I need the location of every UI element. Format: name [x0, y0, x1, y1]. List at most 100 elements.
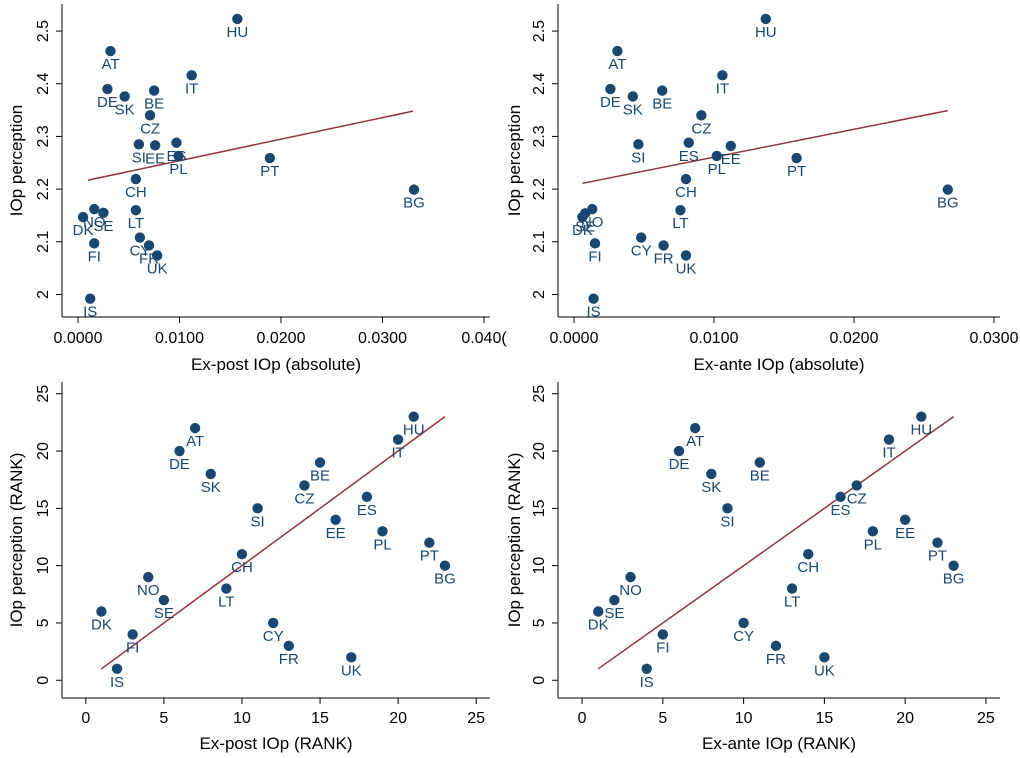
point-label-hu: HU — [403, 422, 425, 439]
data-point-pt — [932, 537, 943, 548]
point-label-si: SI — [631, 149, 645, 166]
point-label-ee: EE — [145, 150, 165, 167]
data-point-cz — [299, 480, 310, 491]
point-label-it: IT — [185, 80, 198, 97]
data-point-lt — [221, 583, 232, 594]
point-label-lt: LT — [218, 594, 234, 611]
point-label-is: IS — [640, 674, 654, 691]
y-tick-label: 2.2 — [531, 178, 548, 200]
data-point-ee — [149, 140, 161, 151]
data-point-uk — [346, 652, 357, 663]
x-tick-label: 15 — [311, 710, 329, 727]
point-label-pt: PT — [928, 548, 947, 565]
data-point-at — [689, 422, 701, 434]
data-point-hu — [408, 411, 419, 422]
point-label-fi: FI — [88, 248, 101, 265]
y-axis-title: IOp perception — [7, 105, 26, 217]
point-label-fr: FR — [654, 250, 674, 267]
data-point-pl — [173, 150, 184, 162]
data-point-pl — [711, 150, 722, 162]
y-tick-label: 2.2 — [35, 178, 52, 200]
x-tick-label: 10 — [233, 710, 251, 727]
x-tick-label: 0.0300 — [358, 330, 407, 347]
data-point-uk — [151, 250, 163, 261]
data-point-sk — [205, 468, 216, 480]
data-point-se — [98, 207, 109, 219]
data-point-lt — [675, 204, 686, 216]
point-label-uk: UK — [676, 260, 697, 277]
y-tick-label: 10 — [531, 557, 548, 575]
data-point-no — [143, 571, 154, 583]
y-tick-label: 5 — [531, 618, 548, 627]
data-point-dk — [577, 211, 588, 223]
data-point-si — [252, 503, 263, 514]
point-label-cz: CZ — [294, 490, 314, 507]
point-label-fi: FI — [126, 639, 139, 656]
x-tick-label: 10 — [735, 710, 753, 727]
data-point-de — [102, 83, 113, 95]
point-label-be: BE — [652, 96, 672, 113]
y-axis-title: IOp perception (RANK) — [7, 453, 26, 628]
point-label-se: SE — [154, 605, 174, 622]
y-tick-label: 2 — [35, 290, 52, 299]
point-label-fi: FI — [588, 248, 601, 265]
data-point-se — [609, 594, 620, 606]
data-point-ch — [130, 173, 142, 185]
point-label-uk: UK — [814, 662, 835, 679]
data-point-cy — [267, 617, 279, 629]
point-label-fr: FR — [279, 651, 299, 668]
data-point-hu — [916, 411, 927, 422]
x-axis-title: Ex-ante IOp (absolute) — [693, 355, 864, 374]
x-tick-label: 25 — [977, 710, 995, 727]
data-point-bg — [408, 184, 420, 195]
point-label-it: IT — [882, 445, 895, 462]
data-point-fi — [657, 629, 669, 640]
data-point-dk — [593, 606, 604, 617]
data-point-fr — [143, 240, 155, 251]
data-point-is — [111, 663, 123, 675]
data-point-pt — [791, 152, 802, 164]
point-label-lt: LT — [784, 594, 800, 611]
point-label-bg: BG — [937, 195, 959, 212]
point-label-sk: SK — [623, 101, 643, 118]
point-label-it: IT — [716, 80, 729, 97]
point-label-se: SE — [604, 605, 624, 622]
data-point-fi — [127, 629, 138, 640]
data-point-sk — [627, 91, 638, 102]
point-label-ee: EE — [895, 525, 915, 542]
point-label-es: ES — [357, 502, 377, 519]
data-point-es — [171, 137, 182, 148]
data-point-cz — [696, 110, 707, 121]
x-tick-label: 0.040( — [461, 330, 507, 347]
point-label-ch: CH — [231, 559, 253, 576]
point-label-cz: CZ — [140, 120, 160, 137]
data-point-uk — [680, 250, 692, 261]
data-point-ch — [803, 548, 814, 560]
point-label-bg: BG — [943, 571, 965, 588]
data-point-it — [186, 70, 197, 81]
point-label-be: BE — [310, 468, 330, 485]
point-label-si: SI — [250, 513, 264, 530]
point-label-is: IS — [110, 674, 124, 691]
data-point-ee — [330, 514, 341, 526]
data-point-is — [84, 293, 96, 304]
x-tick-label: 5 — [159, 710, 168, 727]
data-point-fi — [589, 238, 601, 249]
data-point-pt — [424, 537, 435, 548]
data-point-lt — [130, 204, 142, 216]
x-tick-label: 15 — [815, 710, 833, 727]
y-tick-label: 25 — [531, 385, 548, 403]
point-label-es: ES — [679, 148, 699, 165]
point-label-uk: UK — [341, 662, 362, 679]
point-label-pl: PL — [708, 161, 726, 178]
point-label-pl: PL — [373, 536, 391, 553]
data-point-si — [722, 503, 733, 514]
point-label-cy: CY — [631, 243, 652, 260]
point-label-dk: DK — [588, 617, 609, 634]
y-axis-title: IOp perception (RANK) — [505, 453, 524, 628]
x-tick-label: 5 — [658, 710, 667, 727]
point-label-ch: CH — [797, 559, 819, 576]
point-label-ch: CH — [675, 184, 697, 201]
point-label-pl: PL — [169, 161, 187, 178]
